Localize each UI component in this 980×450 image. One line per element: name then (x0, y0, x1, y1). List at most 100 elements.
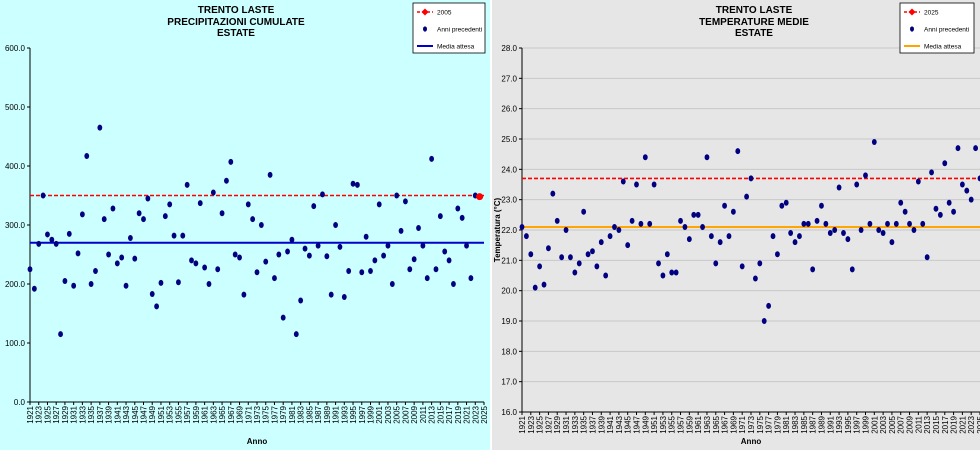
data-point (664, 251, 670, 258)
data-point (849, 266, 855, 273)
data-point (66, 230, 72, 237)
x-tick-label: 1933 (78, 405, 87, 423)
data-point (871, 139, 877, 146)
data-point (863, 172, 868, 179)
data-point (612, 223, 617, 230)
x-tick-label: 1951 (157, 405, 166, 423)
data-point (128, 234, 133, 241)
data-point (302, 245, 308, 252)
x-tick-label: 1963 (703, 415, 712, 433)
x-tick-label: 1943 (615, 415, 624, 433)
x-tick-label: 2025 (480, 405, 489, 423)
data-point (876, 227, 882, 233)
data-point (708, 233, 714, 240)
data-point (955, 145, 961, 152)
data-point (258, 222, 264, 228)
data-point (162, 213, 168, 220)
data-point (289, 236, 295, 243)
x-tick-label: 1977 (270, 405, 279, 423)
x-tick-label: 1991 (332, 405, 341, 423)
data-point (730, 208, 736, 215)
x-tick-label: 1969 (729, 415, 738, 433)
data-point (669, 269, 675, 276)
data-point (298, 297, 304, 304)
x-tick-label: 1959 (192, 405, 201, 423)
data-point (788, 230, 794, 237)
data-point (819, 202, 824, 209)
data-point (337, 243, 343, 250)
data-point (541, 281, 547, 288)
y-tick-label: 22.0 (501, 226, 517, 235)
data-point (219, 210, 225, 217)
data-point (739, 263, 745, 270)
data-point (237, 254, 242, 261)
y-tick-label: 27.0 (501, 74, 517, 83)
x-tick-label: 1955 (668, 415, 677, 433)
data-point (437, 213, 443, 220)
data-point (594, 263, 600, 270)
x-tick-label: 1995 (844, 415, 853, 433)
x-tick-label: 2009 (906, 415, 915, 433)
x-tick-label: 1947 (633, 415, 642, 433)
legend-swatch-previous (423, 26, 427, 32)
data-point (376, 201, 382, 208)
data-point (433, 266, 439, 273)
data-point (110, 205, 116, 212)
x-tick-label: 1985 (800, 415, 809, 433)
data-point (79, 211, 85, 218)
x-tick-label: 1925 (536, 415, 545, 433)
data-point (915, 178, 921, 185)
x-tick-label: 2019 (454, 405, 463, 423)
y-tick-label: 18.0 (501, 347, 517, 356)
x-tick-label: 1939 (597, 415, 606, 433)
temperature-chart-panel: TRENTO LASTE TEMPERATURE MEDIE ESTATE 16.0 1… (492, 0, 980, 450)
x-tick-label: 1987 (809, 415, 818, 433)
x-tick-label: 1939 (105, 405, 114, 423)
x-tick-label: 1993 (835, 415, 844, 433)
data-point (306, 252, 312, 259)
data-point (775, 251, 780, 258)
x-tick-label: 1943 (122, 405, 131, 423)
data-point (245, 201, 251, 208)
y-tick-label: 100.0 (5, 339, 26, 348)
data-point (372, 257, 378, 264)
y-tick-label: 21.0 (501, 256, 517, 265)
data-point (407, 266, 413, 273)
x-tick-label: 1967 (227, 405, 236, 423)
data-point (167, 201, 173, 208)
data-point (202, 264, 208, 271)
y-tick-label: 20.0 (501, 287, 517, 296)
data-point (394, 192, 400, 199)
data-point (893, 220, 899, 227)
data-point (598, 239, 604, 246)
data-point (368, 268, 373, 275)
x-tick-label: 2007 (401, 405, 410, 423)
data-point (459, 214, 465, 221)
data-point (123, 282, 129, 289)
data-point (744, 193, 749, 200)
legend-entry: 2025 (924, 10, 939, 17)
x-tick-label: 1957 (677, 415, 686, 433)
x-tick-label: 1965 (712, 415, 721, 433)
x-tick-label: 1949 (641, 415, 650, 433)
x-tick-label: 1941 (113, 405, 122, 423)
data-point (136, 210, 142, 217)
data-point (141, 216, 146, 223)
x-tick-label: 1937 (588, 415, 597, 433)
data-point (250, 216, 256, 223)
x-tick-label: 2023 (967, 415, 976, 433)
data-point (761, 318, 767, 324)
data-point (911, 227, 917, 233)
data-point (293, 331, 299, 338)
data-point (792, 239, 798, 246)
data-point (770, 233, 776, 240)
x-axis-title: Anno (741, 437, 762, 446)
data-point (766, 302, 772, 309)
x-tick-label: 1967 (721, 415, 730, 433)
data-point (682, 223, 688, 230)
data-point (254, 269, 260, 276)
x-tick-label: 1945 (624, 415, 633, 433)
data-point (206, 281, 212, 287)
x-tick-label: 1999 (862, 415, 871, 433)
x-tick-label: 1963 (209, 405, 218, 423)
